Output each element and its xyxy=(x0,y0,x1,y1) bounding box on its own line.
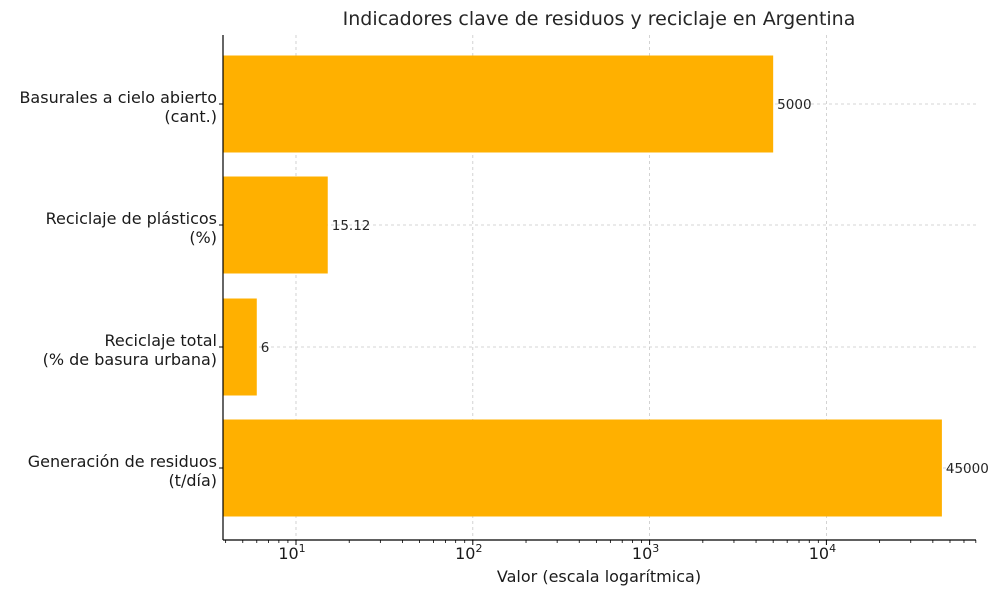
y-category-label: Generación de residuos (t/día) xyxy=(28,452,217,490)
x-axis-label: Valor (escala logarítmica) xyxy=(497,567,701,586)
y-category-label: Reciclaje total (% de basura urbana) xyxy=(43,331,217,369)
x-tick-label: 101 xyxy=(278,542,305,563)
y-category-label: Basurales a cielo abierto (cant.) xyxy=(19,88,217,126)
bar-value-label: 15.12 xyxy=(332,218,371,234)
x-axis-ticks: 101 102 103 104 xyxy=(278,542,836,563)
bar xyxy=(223,176,328,274)
y-category-label: Reciclaje de plásticos (%) xyxy=(46,209,217,247)
x-tick-label: 104 xyxy=(809,542,836,563)
bar xyxy=(223,298,257,396)
bar xyxy=(223,55,774,153)
bar xyxy=(223,419,942,517)
x-tick-label: 102 xyxy=(455,542,482,563)
y-axis-labels: Basurales a cielo abierto (cant.) Reciclaj… xyxy=(19,88,217,490)
bar-value-label: 5000 xyxy=(777,97,811,113)
bar-value-label: 6 xyxy=(261,340,270,356)
bar-value-label: 45000 xyxy=(946,461,989,477)
axes xyxy=(219,35,977,545)
x-tick-label: 103 xyxy=(632,542,659,563)
chart-title: Indicadores clave de residuos y reciclaj… xyxy=(343,8,856,30)
bars: 5000 15.12 6 45000 xyxy=(223,55,989,517)
